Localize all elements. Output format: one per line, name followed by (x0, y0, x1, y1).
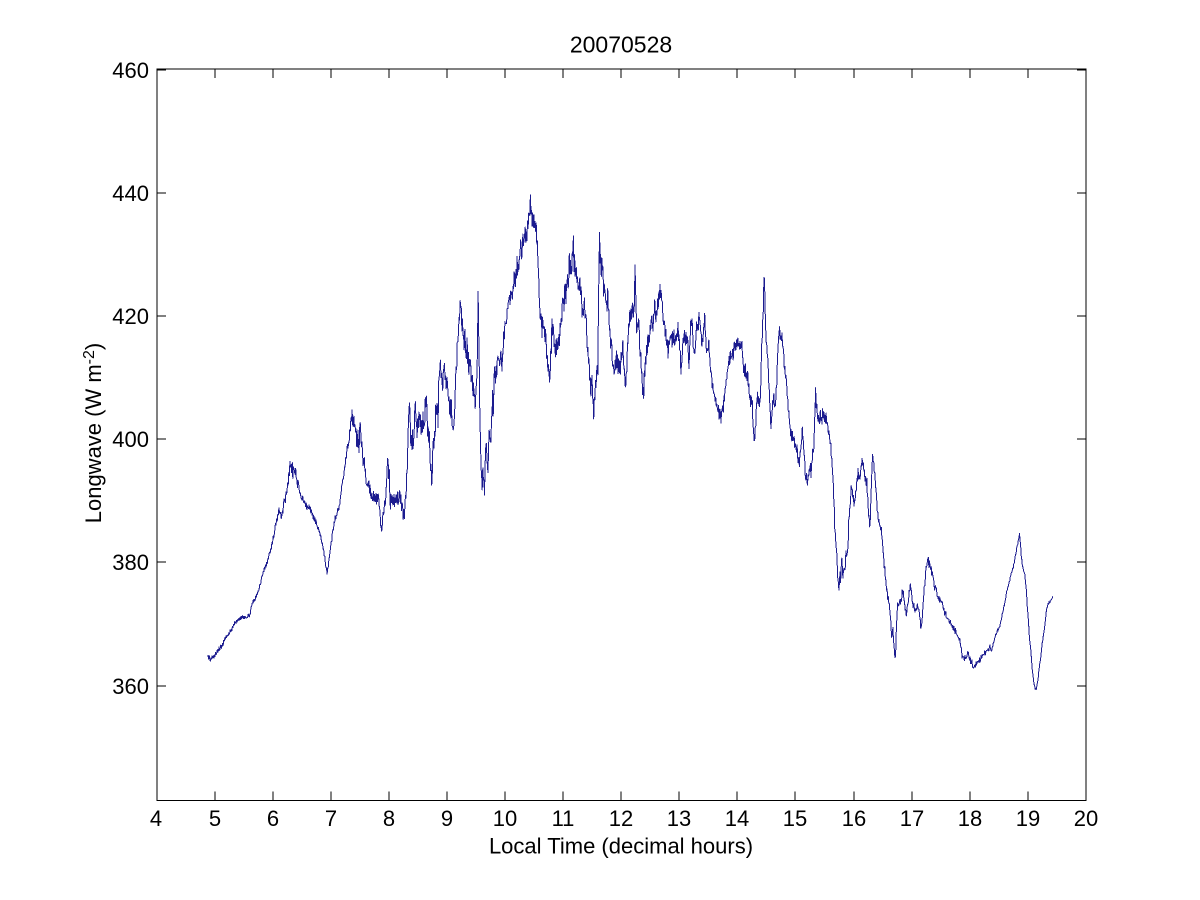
svg-text:Local Time (decimal hours): Local Time (decimal hours) (489, 834, 753, 859)
svg-text:7: 7 (325, 806, 337, 831)
svg-text:460: 460 (112, 58, 149, 83)
svg-text:6: 6 (267, 806, 279, 831)
svg-text:12: 12 (609, 806, 633, 831)
svg-text:14: 14 (725, 806, 749, 831)
svg-text:11: 11 (552, 806, 575, 831)
svg-text:10: 10 (493, 806, 517, 831)
svg-text:13: 13 (667, 806, 691, 831)
svg-text:380: 380 (112, 550, 149, 575)
svg-text:360: 360 (112, 674, 149, 699)
svg-text:5: 5 (209, 806, 221, 831)
svg-text:4: 4 (150, 806, 162, 831)
svg-text:400: 400 (112, 427, 149, 452)
svg-text:16: 16 (842, 806, 866, 831)
svg-text:20070528: 20070528 (570, 32, 672, 58)
svg-text:15: 15 (783, 806, 807, 831)
svg-text:420: 420 (112, 304, 149, 329)
svg-text:9: 9 (441, 806, 453, 831)
svg-text:19: 19 (1016, 806, 1040, 831)
svg-text:440: 440 (112, 181, 149, 206)
svg-text:Longwave (W m-2): Longwave (W m-2) (81, 343, 106, 524)
svg-text:17: 17 (900, 806, 924, 831)
svg-text:20: 20 (1074, 806, 1098, 831)
svg-text:18: 18 (958, 806, 982, 831)
svg-text:8: 8 (383, 806, 395, 831)
